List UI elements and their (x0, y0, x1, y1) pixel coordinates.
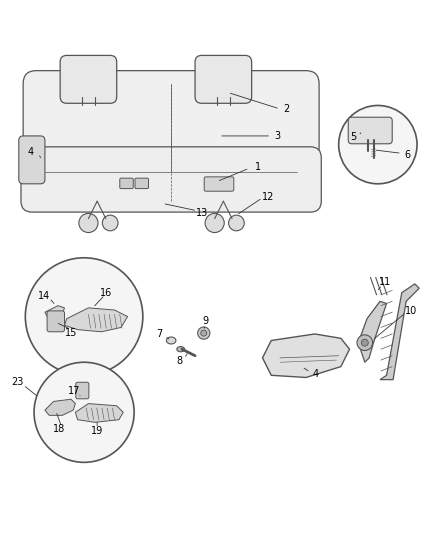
Polygon shape (262, 334, 350, 377)
Text: 6: 6 (404, 150, 410, 160)
Ellipse shape (166, 337, 176, 344)
FancyBboxPatch shape (348, 117, 392, 144)
Circle shape (34, 362, 134, 462)
FancyBboxPatch shape (195, 55, 252, 103)
FancyBboxPatch shape (23, 71, 319, 184)
Text: 4: 4 (28, 148, 34, 157)
Polygon shape (380, 284, 419, 379)
Text: 14: 14 (38, 291, 50, 301)
Circle shape (201, 330, 207, 336)
Text: 23: 23 (12, 377, 24, 387)
Circle shape (205, 213, 224, 232)
Text: 12: 12 (262, 192, 275, 202)
FancyBboxPatch shape (120, 178, 133, 189)
Circle shape (339, 106, 417, 184)
Polygon shape (75, 403, 123, 422)
Text: 9: 9 (202, 316, 208, 326)
FancyBboxPatch shape (47, 311, 64, 332)
Text: 8: 8 (176, 357, 182, 366)
FancyBboxPatch shape (135, 178, 148, 189)
Text: 16: 16 (100, 288, 112, 297)
Text: 17: 17 (68, 386, 81, 397)
FancyBboxPatch shape (60, 55, 117, 103)
Text: 19: 19 (91, 426, 103, 437)
Circle shape (102, 215, 118, 231)
Polygon shape (45, 399, 75, 415)
FancyBboxPatch shape (21, 147, 321, 212)
Text: 18: 18 (53, 424, 65, 434)
Text: 3: 3 (275, 131, 281, 141)
Circle shape (229, 215, 244, 231)
Polygon shape (45, 305, 64, 319)
FancyBboxPatch shape (204, 177, 234, 191)
Ellipse shape (177, 346, 185, 352)
Circle shape (79, 213, 98, 232)
Circle shape (198, 327, 210, 339)
Circle shape (357, 335, 373, 351)
Text: 10: 10 (405, 306, 417, 316)
Circle shape (25, 258, 143, 375)
Polygon shape (64, 308, 127, 332)
Text: 4: 4 (313, 369, 319, 379)
Text: 13: 13 (195, 207, 208, 217)
Circle shape (361, 339, 368, 346)
Text: 2: 2 (283, 104, 290, 114)
Polygon shape (358, 301, 387, 362)
Text: 15: 15 (65, 328, 77, 337)
FancyBboxPatch shape (19, 136, 45, 184)
Text: 11: 11 (379, 277, 392, 287)
FancyBboxPatch shape (76, 382, 89, 399)
Text: 7: 7 (156, 329, 162, 340)
Text: 1: 1 (255, 162, 261, 172)
Text: 5: 5 (350, 132, 356, 142)
